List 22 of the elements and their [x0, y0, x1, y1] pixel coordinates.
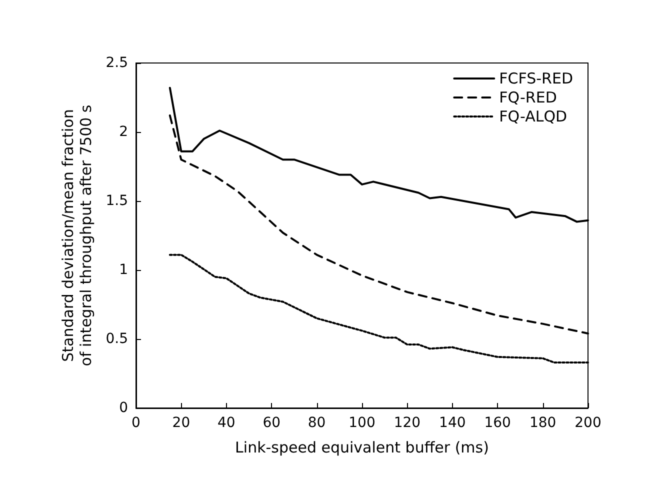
y-tick-label: 2: [119, 124, 128, 140]
x-tick-label: 100: [348, 415, 376, 431]
legend-label: FQ-ALQD: [499, 108, 568, 126]
x-tick-label: 180: [529, 415, 556, 431]
x-tick-label: 140: [439, 415, 466, 431]
x-tick-label: 160: [484, 415, 511, 431]
y-tick-label: 0: [119, 400, 128, 416]
y-tick-label: 0.5: [106, 331, 128, 347]
x-tick-label: 80: [308, 415, 326, 431]
y-tick-label: 1.5: [106, 193, 128, 209]
legend-label: FCFS-RED: [499, 70, 574, 88]
x-tick-label: 60: [262, 415, 281, 431]
y-tick-label: 1: [119, 262, 128, 278]
legend-label: FQ-RED: [499, 88, 557, 106]
x-tick-label: 120: [394, 415, 421, 431]
y-axis-title: Standard deviation/mean fraction of integral throughput after 7500 s: [58, 104, 95, 366]
x-tick-label: 20: [172, 415, 190, 431]
y-tick-label: 2.5: [106, 55, 128, 71]
x-tick-label: 200: [574, 415, 602, 431]
x-axis-title: Link-speed equivalent buffer (ms): [235, 438, 489, 456]
x-tick-label: 0: [132, 415, 140, 431]
x-tick-label: 40: [217, 415, 236, 431]
